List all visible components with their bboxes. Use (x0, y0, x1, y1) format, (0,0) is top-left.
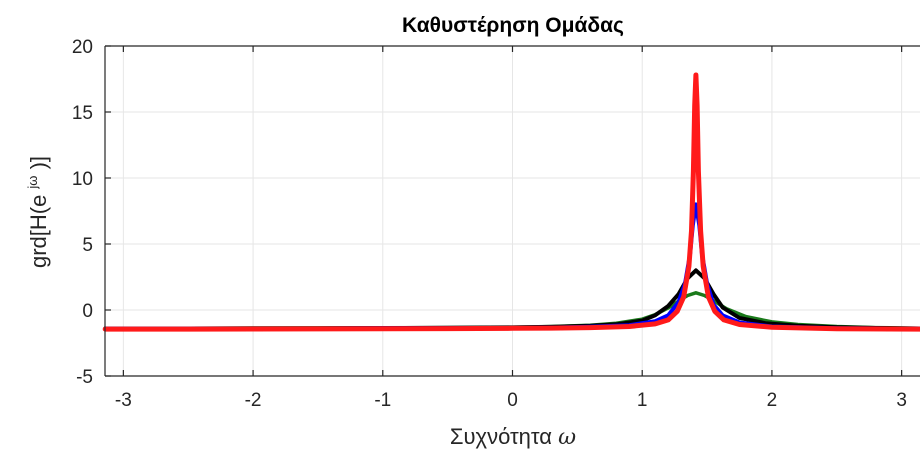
x-tick-label: -3 (115, 390, 132, 411)
y-tick-label: 5 (82, 235, 93, 256)
axes (104, 45, 920, 377)
x-axis-label: Συχνότητα ω (450, 424, 576, 450)
y-axis-label-prefix: grd[H(e (26, 195, 51, 268)
y-tick-label: 0 (82, 301, 93, 322)
x-axis-label-text: Συχνότητα (450, 424, 552, 449)
x-tick-label: 1 (637, 390, 648, 411)
x-tick-label: -2 (245, 390, 262, 411)
x-tick-label: -1 (374, 390, 391, 411)
plot-series (102, 72, 920, 332)
x-tick-label: 3 (896, 390, 907, 411)
y-tick-label: 10 (72, 169, 93, 190)
series-line-4 (102, 72, 920, 332)
y-axis-label-suffix: )] (26, 156, 51, 169)
chart-title: Καθυστέρηση Ομάδας (402, 14, 624, 37)
y-axis-label-group: grd[H(e jω )] (17, 156, 51, 268)
y-axis-label: grd[H(e jω )] (17, 156, 51, 268)
tick-labels: -3 -2 -1 0 1 2 3 -5 0 5 10 15 20 (72, 37, 907, 411)
x-tick-label: 2 (767, 390, 778, 411)
y-tick-label: 15 (72, 103, 93, 124)
y-axis-label-superscript: jω (25, 176, 40, 190)
x-tick-label: 0 (507, 390, 518, 411)
y-tick-label: 20 (72, 37, 93, 58)
y-tick-label: -5 (76, 367, 93, 388)
x-axis-label-symbol: ω (558, 425, 576, 450)
